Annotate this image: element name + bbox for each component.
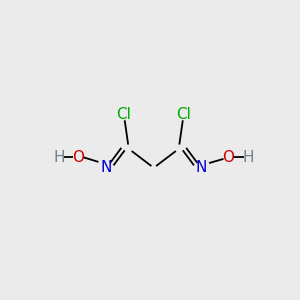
Text: O: O — [72, 150, 84, 165]
Text: H: H — [242, 150, 254, 165]
Text: Cl: Cl — [176, 107, 191, 122]
Text: N: N — [100, 160, 112, 175]
Text: N: N — [196, 160, 207, 175]
Text: O: O — [222, 150, 234, 165]
Text: Cl: Cl — [116, 107, 131, 122]
Text: H: H — [54, 150, 65, 165]
